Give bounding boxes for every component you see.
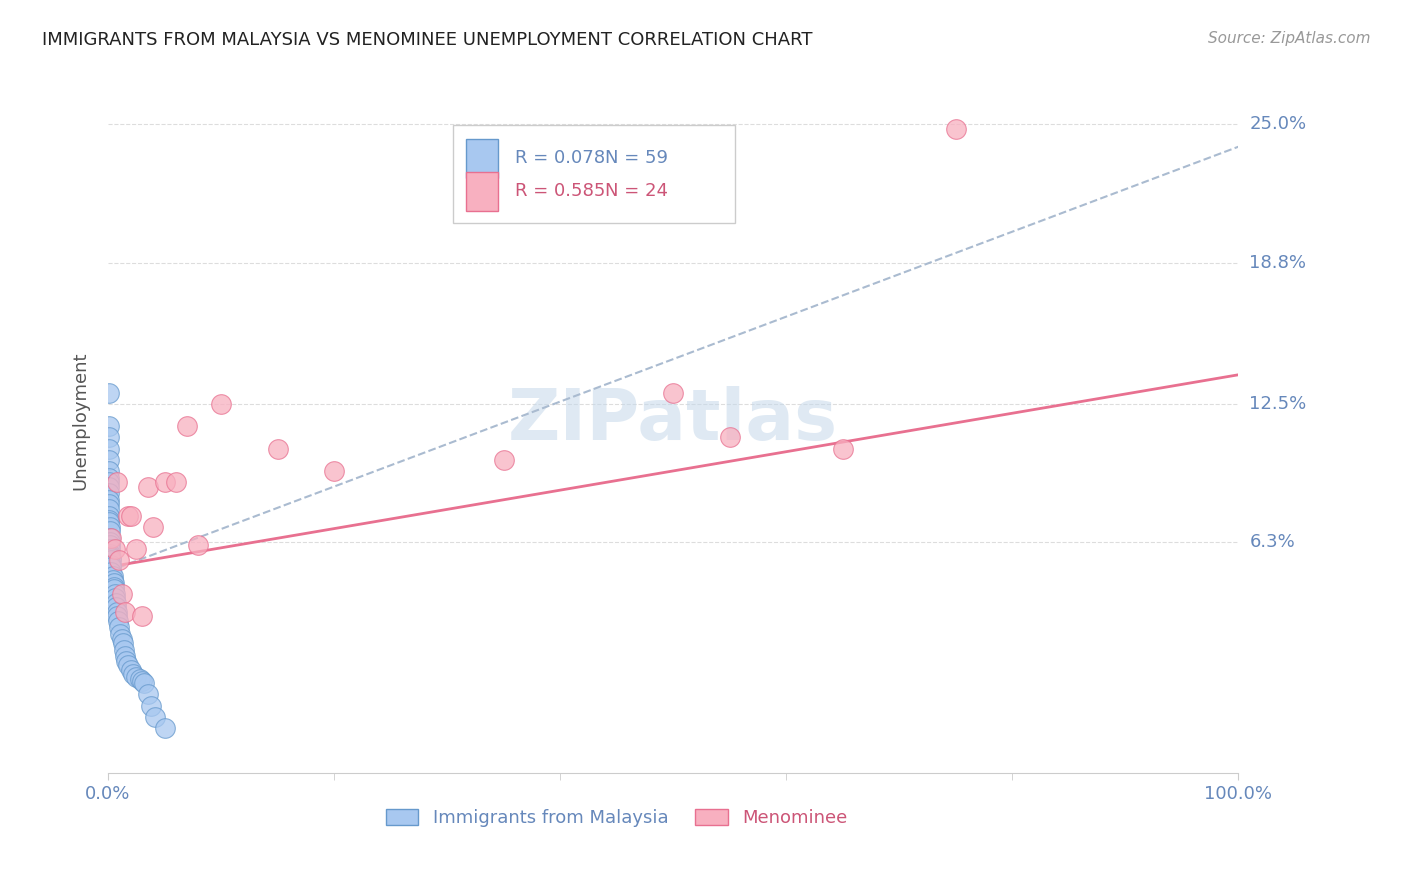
Point — [98, 475, 121, 489]
Point — [125, 542, 148, 557]
Point — [98, 452, 121, 467]
Text: R = 0.078: R = 0.078 — [515, 149, 605, 168]
Point — [662, 385, 685, 400]
Point — [165, 475, 187, 489]
Point — [108, 553, 131, 567]
Text: N = 59: N = 59 — [606, 149, 668, 168]
Point — [100, 565, 122, 579]
Point — [104, 542, 127, 557]
Point — [139, 698, 162, 713]
Point — [98, 538, 121, 552]
Text: R = 0.585: R = 0.585 — [515, 182, 605, 201]
Point — [108, 620, 131, 634]
Text: 18.8%: 18.8% — [1250, 254, 1306, 272]
Point — [100, 558, 122, 572]
Point — [103, 582, 125, 597]
Point — [145, 710, 167, 724]
Point — [98, 524, 121, 539]
Point — [98, 531, 121, 545]
Point — [323, 464, 346, 478]
Point — [114, 605, 136, 619]
Point — [98, 542, 121, 557]
Point — [187, 538, 209, 552]
Point — [136, 479, 159, 493]
Bar — [467, 139, 498, 178]
Point — [98, 535, 121, 549]
Point — [98, 516, 121, 530]
Point — [104, 591, 127, 606]
Point — [98, 493, 121, 508]
Y-axis label: Unemployment: Unemployment — [72, 351, 89, 490]
Point — [492, 452, 515, 467]
Text: 12.5%: 12.5% — [1250, 395, 1306, 413]
Point — [98, 547, 121, 561]
Point — [105, 605, 128, 619]
Point — [125, 670, 148, 684]
Text: N = 24: N = 24 — [606, 182, 668, 201]
Point — [131, 674, 153, 689]
Point — [100, 560, 122, 574]
Point — [98, 419, 121, 434]
Point — [266, 442, 288, 456]
Point — [945, 121, 967, 136]
Point — [98, 464, 121, 478]
Point — [136, 688, 159, 702]
Point — [134, 676, 156, 690]
Point — [98, 513, 121, 527]
Point — [117, 508, 139, 523]
Point — [98, 442, 121, 456]
Point — [153, 721, 176, 735]
Point — [111, 636, 134, 650]
Point — [100, 531, 122, 545]
Text: Source: ZipAtlas.com: Source: ZipAtlas.com — [1208, 31, 1371, 46]
Point — [98, 430, 121, 444]
Point — [98, 486, 121, 500]
Point — [100, 553, 122, 567]
Bar — [467, 172, 498, 211]
Text: ZIPatlas: ZIPatlas — [508, 386, 838, 455]
Point — [110, 587, 132, 601]
Point — [117, 658, 139, 673]
Point — [103, 575, 125, 590]
Point — [110, 627, 132, 641]
Point — [114, 649, 136, 664]
Point — [101, 574, 124, 588]
Text: 6.3%: 6.3% — [1250, 533, 1295, 551]
Point — [105, 475, 128, 489]
Point — [153, 475, 176, 489]
Point — [98, 470, 121, 484]
Point — [128, 672, 150, 686]
Point — [831, 442, 853, 456]
Text: 25.0%: 25.0% — [1250, 115, 1306, 134]
Point — [104, 587, 127, 601]
Point — [98, 508, 121, 523]
Point — [115, 654, 138, 668]
Point — [209, 397, 232, 411]
Point — [112, 642, 135, 657]
Point — [131, 609, 153, 624]
Text: IMMIGRANTS FROM MALAYSIA VS MENOMINEE UNEMPLOYMENT CORRELATION CHART: IMMIGRANTS FROM MALAYSIA VS MENOMINEE UN… — [42, 31, 813, 49]
Point — [98, 385, 121, 400]
Point — [98, 502, 121, 516]
Point — [100, 551, 122, 566]
Point — [107, 614, 129, 628]
Point — [98, 479, 121, 493]
Point — [110, 632, 132, 646]
Point — [98, 549, 121, 563]
Point — [104, 600, 127, 615]
Point — [104, 596, 127, 610]
Legend: Immigrants from Malaysia, Menominee: Immigrants from Malaysia, Menominee — [378, 801, 855, 834]
Point — [120, 508, 142, 523]
Bar — [453, 125, 735, 224]
Point — [101, 569, 124, 583]
Point — [98, 520, 121, 534]
Point — [142, 520, 165, 534]
Point — [103, 580, 125, 594]
Point — [120, 663, 142, 677]
Point — [718, 430, 741, 444]
Point — [98, 498, 121, 512]
Point — [176, 419, 198, 434]
Point — [121, 667, 143, 681]
Point — [105, 609, 128, 624]
